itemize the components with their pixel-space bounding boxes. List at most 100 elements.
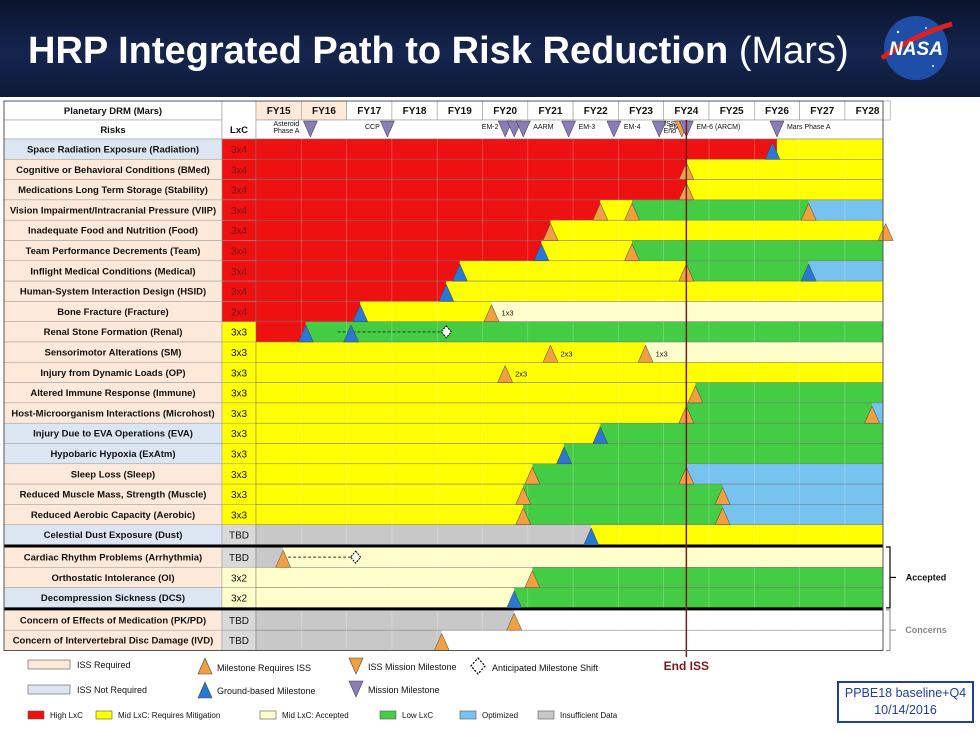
risk-name: Celestial Dust Exposure (Dust) bbox=[44, 530, 183, 541]
risk-name: Reduced Aerobic Capacity (Aerobic) bbox=[31, 510, 195, 521]
risk-segment bbox=[256, 179, 687, 200]
lxc-value: 3x4 bbox=[231, 145, 248, 156]
lxc-value: 3x3 bbox=[231, 510, 248, 521]
milestone-label: End bbox=[664, 128, 677, 135]
mission-milestone bbox=[302, 120, 318, 138]
legend-mid-req: Mid LxC: Requires Mitigation bbox=[118, 711, 220, 720]
risk-segment bbox=[256, 199, 601, 221]
risk-name: Inflight Medical Conditions (Medical) bbox=[30, 266, 195, 277]
milestone-label: AARM bbox=[533, 124, 553, 131]
year-label: FY21 bbox=[538, 106, 562, 117]
risk-name: Reduced Muscle Mass, Strength (Muscle) bbox=[20, 490, 207, 501]
lxc-value: 3x4 bbox=[231, 267, 248, 278]
risk-name: Vision Impairment/Intracranial Pressure … bbox=[10, 205, 216, 216]
mission-milestone bbox=[651, 120, 667, 138]
lxc-value: 3x4 bbox=[231, 247, 248, 258]
risk-segment bbox=[686, 260, 809, 282]
year-label: FY19 bbox=[448, 106, 472, 117]
risk-name: Cardiac Rhythm Problems (Arrhythmia) bbox=[24, 553, 202, 564]
lxc-value: 3x3 bbox=[231, 368, 248, 379]
legend-ground-based: Ground-based Milestone bbox=[217, 686, 316, 696]
risk-segment bbox=[631, 199, 809, 221]
year-label: FY22 bbox=[584, 106, 608, 117]
risk-segment bbox=[514, 609, 883, 631]
milestone-label: EM-4 bbox=[624, 124, 641, 131]
title-banner: HRP Integrated Path to Risk Reduction (M… bbox=[0, 0, 980, 97]
risk-segment bbox=[256, 402, 687, 424]
table-frame bbox=[3, 100, 884, 651]
legend-mission-icon bbox=[348, 680, 364, 698]
group-label: Accepted bbox=[906, 572, 947, 582]
iss-required-milestone bbox=[637, 344, 654, 363]
risk-segment bbox=[722, 484, 883, 505]
iss-required-milestone bbox=[624, 243, 640, 262]
end-iss-label: End ISS bbox=[664, 659, 709, 673]
legend-shift: Anticipated Milestone Shift bbox=[492, 663, 599, 673]
milestone-label: Mars Phase A bbox=[787, 124, 831, 131]
legend-ground-based-icon bbox=[197, 681, 213, 699]
lxc-value: 3x2 bbox=[231, 573, 248, 584]
risk-name: Sensorimotor Alterations (SM) bbox=[45, 348, 182, 359]
risk-name: Altered Immune Response (Immune) bbox=[30, 388, 195, 399]
anticipated-shift-marker bbox=[440, 325, 452, 339]
group-bracket bbox=[886, 546, 891, 609]
year-label: FY18 bbox=[403, 106, 427, 117]
lxc-value: 3x3 bbox=[231, 348, 248, 359]
milestone-label: EM-6 (ARCM) bbox=[696, 124, 740, 131]
legend-insufficient: Insufficient Data bbox=[560, 711, 618, 720]
risk-name: Renal Stone Formation (Renal) bbox=[44, 327, 183, 338]
lxc-value: 3x2 bbox=[231, 594, 248, 605]
lxc-value: TBD bbox=[229, 616, 249, 627]
milestone-label: ISS bbox=[664, 121, 676, 128]
lxc-change-label: 2x3 bbox=[560, 349, 572, 358]
mission-milestone bbox=[769, 120, 785, 138]
year-label: FY20 bbox=[493, 106, 517, 117]
iss-required-milestone bbox=[864, 405, 880, 424]
title-sub: (Mars) bbox=[738, 30, 849, 72]
milestone-label: Phase A bbox=[273, 128, 299, 135]
risk-segment bbox=[256, 630, 442, 651]
nasa-logo-icon: NASA bbox=[880, 16, 953, 80]
risk-name: Orthostatic Intolerance (OI) bbox=[52, 573, 175, 584]
iss-required-milestone bbox=[800, 202, 817, 221]
iss-required-milestone bbox=[515, 507, 532, 525]
risk-segment bbox=[256, 443, 565, 464]
risks-header: Risks bbox=[100, 125, 125, 136]
risk-segment bbox=[872, 402, 883, 424]
risk-segment bbox=[283, 547, 883, 568]
lxc-change-label: 1x3 bbox=[656, 349, 668, 358]
legend-insufficient-swatch bbox=[537, 710, 555, 720]
risk-segment bbox=[256, 567, 533, 588]
risk-segment bbox=[256, 321, 306, 342]
risk-segment bbox=[491, 301, 883, 322]
ground-based-milestone bbox=[800, 263, 817, 282]
risk-segment bbox=[776, 139, 883, 160]
risk-name: Space Radiation Exposure (Radiation) bbox=[27, 145, 199, 156]
risk-name: Team Performance Decrements (Team) bbox=[26, 246, 201, 257]
risk-name: Cognitive or Behavioral Conditions (BMed… bbox=[16, 165, 210, 176]
legend-mission: Mission Milestone bbox=[368, 685, 440, 695]
iss-required-milestone bbox=[497, 364, 514, 383]
iss-required-milestone bbox=[483, 304, 500, 322]
lxc-value: 3x3 bbox=[231, 328, 248, 339]
risk-segment bbox=[256, 524, 592, 545]
ground-based-milestone bbox=[764, 141, 781, 160]
lxc-value: 3x4 bbox=[231, 206, 248, 217]
group-bracket bbox=[886, 609, 891, 652]
risk-chart: Planetary DRM (Mars) Risks LxC FY15 FY16 FY17… bbox=[3, 100, 947, 720]
lxc-value: 3x4 bbox=[231, 287, 248, 298]
baseline-date: 10/14/2016 bbox=[874, 703, 937, 717]
iss-required-milestone bbox=[515, 486, 532, 505]
year-label: FY24 bbox=[674, 106, 698, 117]
lxc-value: 3x3 bbox=[231, 389, 248, 400]
mission-milestone bbox=[606, 120, 622, 138]
risk-name: Hypobaric Hypoxia (ExAtm) bbox=[50, 449, 175, 460]
risk-segment bbox=[591, 524, 883, 545]
risk-segment bbox=[550, 220, 883, 241]
year-label: FY27 bbox=[810, 106, 834, 117]
risk-segment bbox=[523, 484, 723, 505]
lxc-value: 3x4 bbox=[231, 226, 248, 237]
mission-milestone bbox=[497, 120, 513, 138]
risk-segment bbox=[686, 463, 883, 485]
risk-segment bbox=[256, 281, 447, 302]
